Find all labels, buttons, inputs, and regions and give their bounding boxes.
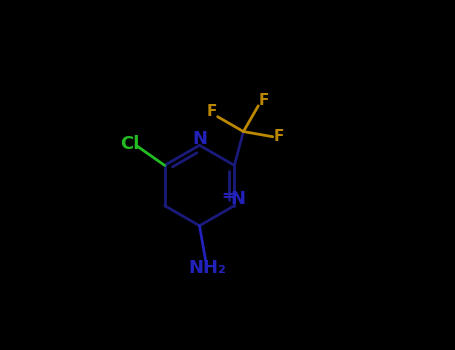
Text: F: F (274, 128, 284, 143)
Text: F: F (259, 93, 269, 108)
Text: F: F (206, 104, 217, 119)
Text: Cl: Cl (120, 134, 139, 153)
Text: =: = (222, 188, 234, 203)
Text: N: N (230, 190, 245, 208)
Text: N: N (192, 130, 207, 148)
Text: NH₂: NH₂ (188, 259, 226, 277)
